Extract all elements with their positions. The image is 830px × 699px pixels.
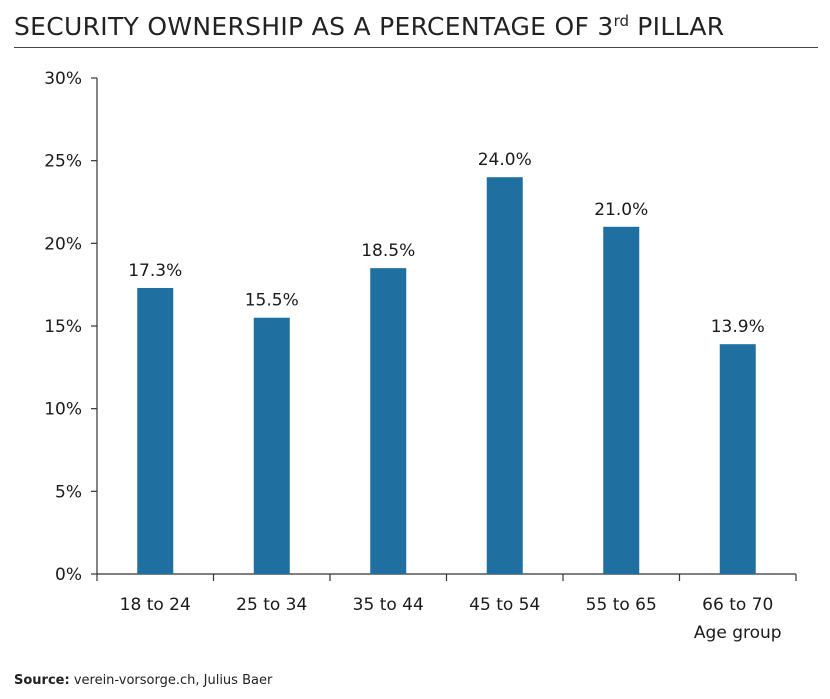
x-category-label: 35 to 44: [353, 595, 424, 615]
bar-value-label: 15.5%: [245, 291, 299, 311]
chart-title-main: SECURITY OWNERSHIP AS A PERCENTAGE OF 3: [14, 12, 614, 41]
y-tick-label: 25%: [44, 152, 82, 172]
bar: [603, 226, 640, 575]
bar: [370, 268, 407, 574]
source-text: verein-vorsorge.ch, Julius Baer: [69, 673, 273, 688]
x-category-label: 55 to 65: [586, 595, 657, 615]
y-tick-label: 10%: [44, 400, 82, 420]
y-tick-label: 5%: [55, 482, 82, 502]
x-category-label: 45 to 54: [469, 595, 540, 615]
y-tick-label: 0%: [55, 565, 82, 585]
x-category-label: 66 to 70: [702, 595, 773, 615]
bar-value-label: 24.0%: [478, 150, 532, 170]
x-category-label: 18 to 24: [120, 595, 191, 615]
y-tick-label: 30%: [44, 69, 82, 89]
chart-title-tail: PILLAR: [629, 12, 725, 41]
bar-value-label: 21.0%: [594, 200, 648, 220]
y-tick-label: 20%: [44, 234, 82, 254]
chart-title-superscript: rd: [613, 12, 630, 30]
x-category-label: 25 to 34: [236, 595, 307, 615]
x-axis-title: Age group: [694, 623, 782, 643]
bar: [719, 344, 756, 574]
title-rule: [14, 47, 818, 48]
y-tick-label: 15%: [44, 317, 82, 337]
bar-value-label: 17.3%: [128, 261, 182, 281]
source-note: Source: verein-vorsorge.ch, Julius Baer: [14, 673, 272, 688]
chart-title: SECURITY OWNERSHIP AS A PERCENTAGE OF 3r…: [14, 12, 724, 41]
bar: [486, 177, 523, 574]
bar-value-label: 13.9%: [711, 317, 765, 337]
bar-value-label: 18.5%: [361, 241, 415, 261]
bar: [253, 317, 290, 574]
bar: [137, 287, 174, 574]
source-label: Source:: [14, 673, 70, 688]
